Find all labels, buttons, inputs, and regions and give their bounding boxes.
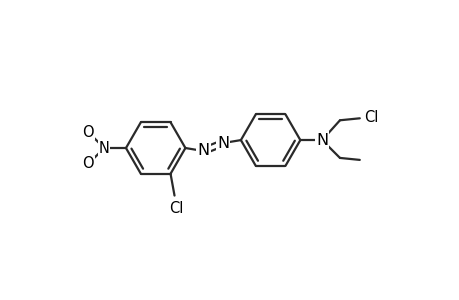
Text: Cl: Cl bbox=[363, 110, 377, 125]
Text: O: O bbox=[82, 156, 94, 171]
Text: N: N bbox=[315, 133, 327, 148]
Text: N: N bbox=[217, 136, 229, 151]
Text: N: N bbox=[99, 140, 109, 155]
Text: N: N bbox=[197, 143, 209, 158]
Text: O: O bbox=[82, 125, 94, 140]
Text: Cl: Cl bbox=[169, 202, 183, 217]
